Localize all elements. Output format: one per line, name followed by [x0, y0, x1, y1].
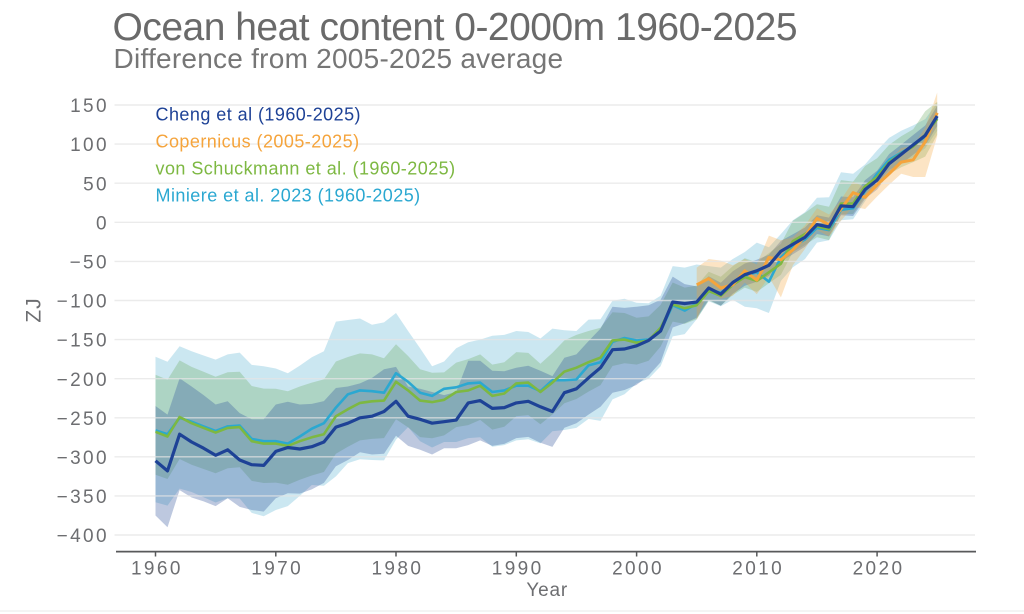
- svg-text:2000: 2000: [612, 559, 664, 580]
- svg-text:ZJ: ZJ: [23, 297, 46, 322]
- svg-text:−150: −150: [57, 331, 109, 352]
- svg-text:−200: −200: [57, 370, 109, 391]
- svg-text:−400: −400: [57, 526, 109, 547]
- svg-text:−50: −50: [70, 253, 109, 274]
- svg-text:−350: −350: [57, 487, 109, 508]
- svg-text:1990: 1990: [492, 559, 544, 580]
- svg-text:1980: 1980: [371, 559, 423, 580]
- svg-text:−300: −300: [57, 448, 109, 469]
- svg-text:100: 100: [70, 135, 109, 156]
- svg-text:−250: −250: [57, 409, 109, 430]
- svg-text:−100: −100: [57, 292, 109, 313]
- svg-text:0: 0: [96, 213, 109, 234]
- svg-text:Year: Year: [526, 580, 568, 601]
- svg-text:50: 50: [83, 174, 109, 195]
- svg-text:1970: 1970: [251, 559, 303, 580]
- svg-text:150: 150: [70, 96, 109, 117]
- svg-text:2020: 2020: [853, 559, 905, 580]
- svg-text:2010: 2010: [732, 559, 784, 580]
- svg-text:1960: 1960: [131, 559, 183, 580]
